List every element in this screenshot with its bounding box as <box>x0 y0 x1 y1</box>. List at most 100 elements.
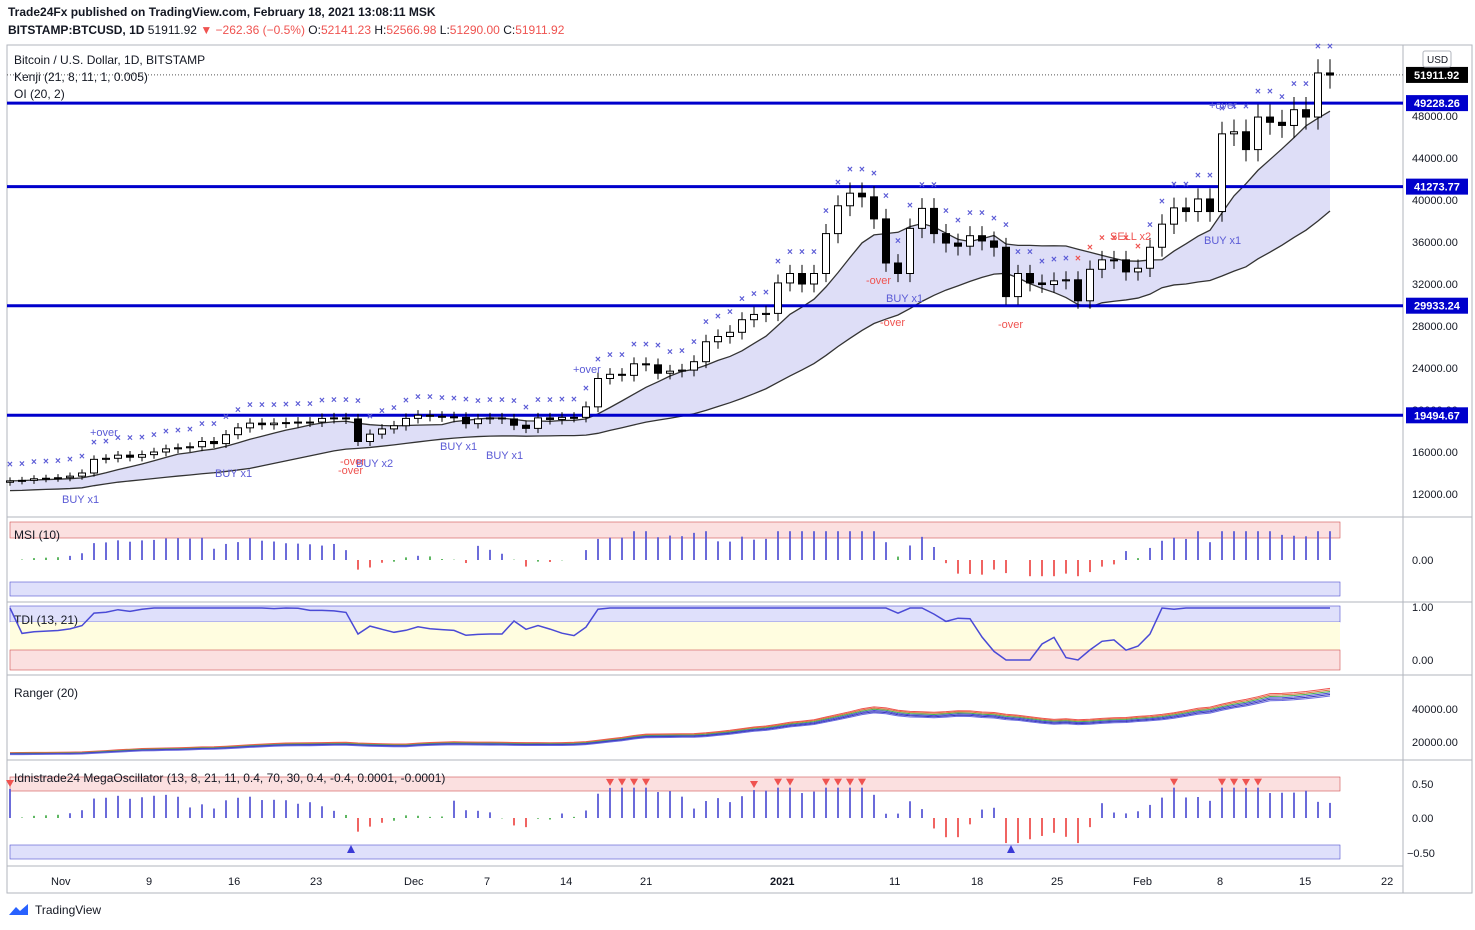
candle-body <box>54 477 62 480</box>
ranger-line <box>9 689 1331 754</box>
candle-body <box>702 341 710 363</box>
tradingview-footer[interactable]: TradingView <box>8 903 101 917</box>
kenji-x-marker: × <box>1003 220 1009 231</box>
kenji-x-marker: × <box>1243 102 1249 113</box>
kenji-x-marker: × <box>931 180 937 191</box>
kenji-x-marker: × <box>799 247 805 258</box>
candle-body <box>354 418 362 442</box>
kenji-x-marker: × <box>775 257 781 268</box>
tdi-tick-label: 0.00 <box>1412 655 1433 667</box>
kenji-x-marker: × <box>919 180 925 191</box>
candle-body <box>126 454 134 458</box>
price-tick-label: 36000.00 <box>1412 237 1458 249</box>
close-label: C: <box>503 23 516 37</box>
price-label-box <box>1406 407 1468 424</box>
ranger-title: Ranger (20) <box>14 686 78 700</box>
legend-oi: OI (20, 2) <box>14 87 65 101</box>
chart-canvas[interactable]: 12000.00 16000.00 20000.00 24000.00 28000.00… <box>0 0 1475 900</box>
candle-body <box>990 240 998 248</box>
kenji-x-marker: × <box>187 424 193 435</box>
candle-body <box>294 421 302 424</box>
candle-body <box>1014 273 1022 298</box>
mega-lower-zone <box>9 844 1341 860</box>
candle-body <box>210 441 218 445</box>
sell-triangle-icon <box>1218 778 1226 786</box>
price-tick-label: 44000.00 <box>1412 153 1458 165</box>
candle-body <box>762 312 770 315</box>
kenji-x-marker: × <box>151 430 157 441</box>
candle-body <box>666 370 674 374</box>
sell-triangle-icon <box>1254 778 1262 786</box>
candle-body <box>1314 72 1322 118</box>
price-tick-label: 28000.00 <box>1412 321 1458 333</box>
candle-body <box>1218 133 1226 213</box>
candle-body <box>642 363 650 366</box>
kenji-x-marker: × <box>751 289 757 300</box>
chart-frame <box>6 44 1473 894</box>
candle-body <box>1326 72 1334 76</box>
kenji-x-marker: × <box>1159 196 1165 207</box>
kenji-x-marker: × <box>583 384 589 395</box>
high-label: H: <box>374 23 387 37</box>
candle-body <box>594 378 602 408</box>
sell-triangle-icon <box>1242 778 1250 786</box>
ranger-line <box>9 692 1331 755</box>
signal-label: -over <box>338 465 363 477</box>
buy-triangle-icon <box>1007 845 1015 853</box>
candle-body <box>438 415 446 418</box>
price-tick-label: 16000.00 <box>1412 447 1458 459</box>
sell-triangle-icon <box>774 778 782 786</box>
kenji-x-marker: × <box>763 288 769 299</box>
kenji-x-marker: × <box>907 201 913 212</box>
kenji-x-marker: × <box>1171 180 1177 191</box>
time-tick-label: 11 <box>889 876 900 888</box>
candle-body <box>1290 109 1298 126</box>
price-label-box <box>1406 178 1468 195</box>
kenji-x-marker: × <box>559 394 565 405</box>
candle-body <box>738 319 746 333</box>
candle-body <box>474 418 482 425</box>
sell-triangle-icon <box>606 778 614 786</box>
kenji-x-marker: × <box>19 459 25 470</box>
sell-triangle-icon <box>858 778 866 786</box>
signal-label: BUY x1 <box>440 441 477 453</box>
kenji-x-marker: × <box>403 395 409 406</box>
time-tick-label: 7 <box>484 876 490 888</box>
candle-body <box>330 417 338 420</box>
price-label-box <box>1406 66 1468 83</box>
candle-body <box>654 364 662 374</box>
oi-band-fill <box>10 111 1330 491</box>
sell-triangle-icon <box>642 778 650 786</box>
candle-body <box>306 421 314 424</box>
price-change: −262.36 (−0.5%) <box>215 23 305 37</box>
sell-triangle-icon <box>786 778 794 786</box>
signal-label: BUY x1 <box>1204 235 1241 247</box>
down-triangle-icon: ▼ <box>200 23 213 37</box>
msi-tick-label: 0.00 <box>1412 555 1433 567</box>
candle-body <box>246 422 254 429</box>
candle-body <box>966 235 974 247</box>
candle-body <box>750 313 758 321</box>
ranger-tick-label: 40000.00 <box>1412 704 1458 716</box>
kenji-x-marker: × <box>271 400 277 411</box>
kenji-x-marker: × <box>511 396 517 407</box>
candle-body <box>1278 121 1286 126</box>
kenji-x-marker: × <box>1207 170 1213 181</box>
signal-label: -over <box>340 456 365 468</box>
kenji-x-marker: × <box>991 213 997 224</box>
candle-body <box>150 451 158 456</box>
time-tick-label: Nov <box>51 876 71 888</box>
open-label: O: <box>308 23 321 37</box>
tdi-line <box>9 607 1330 661</box>
candle-body <box>822 233 830 275</box>
high-value: 52566.98 <box>386 23 437 37</box>
candle-body <box>678 369 686 372</box>
kenji-x-marker: × <box>835 177 841 188</box>
kenji-x-marker: × <box>871 168 877 179</box>
kenji-x-marker: × <box>943 206 949 217</box>
price-label-text: 51911.92 <box>1414 70 1459 82</box>
kenji-x-marker: × <box>1063 253 1069 264</box>
low-value: 51290.00 <box>449 23 500 37</box>
kenji-x-marker: × <box>619 350 625 361</box>
time-tick-label: 22 <box>1381 876 1393 888</box>
